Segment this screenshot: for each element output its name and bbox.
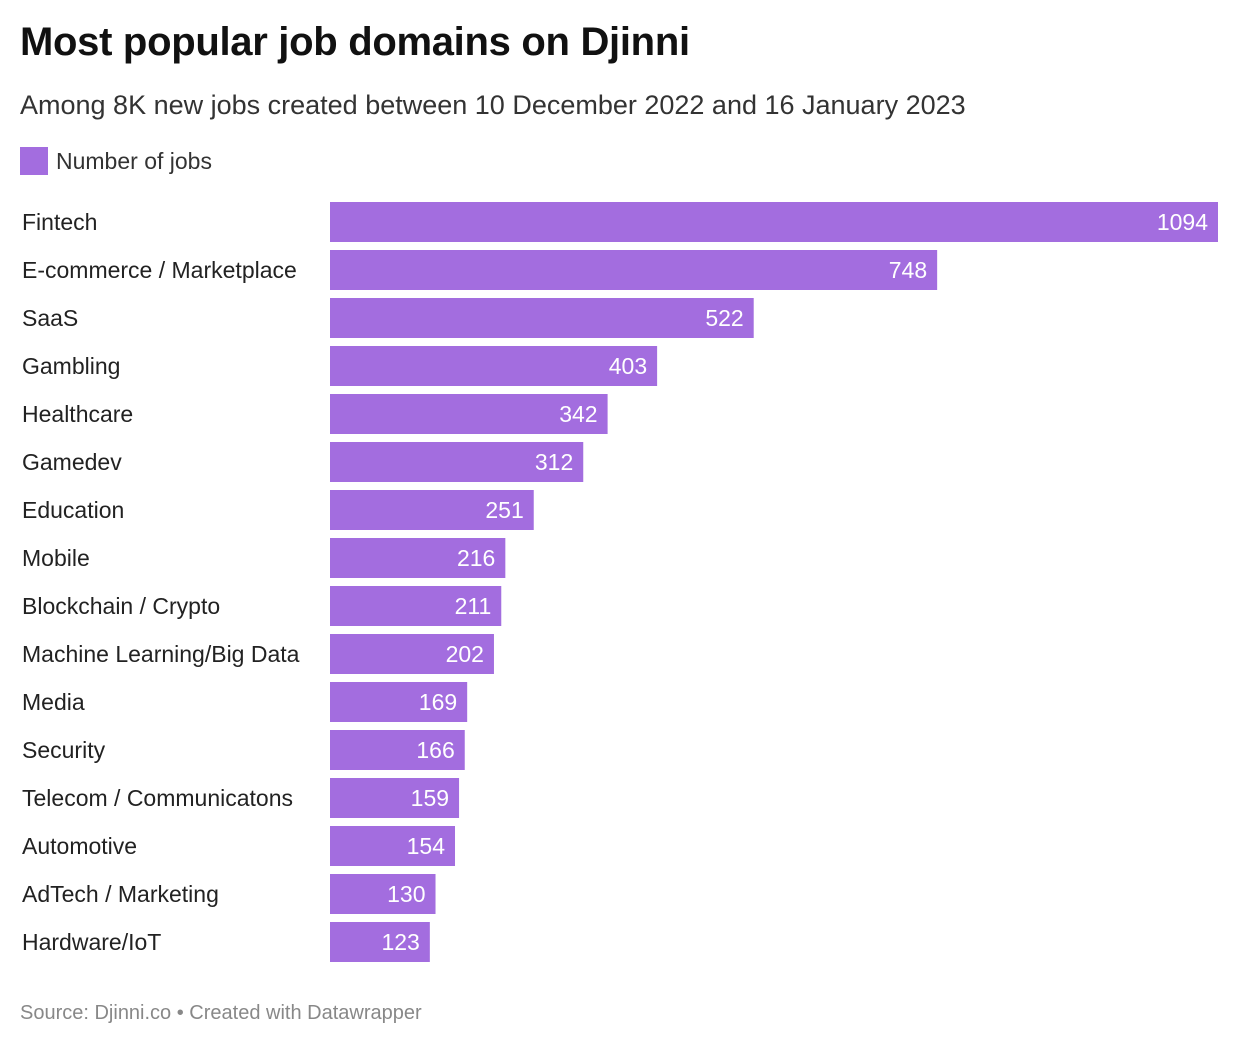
category-label: Automotive [22, 833, 137, 859]
bar-value-label: 216 [457, 545, 495, 571]
bar-value-label: 522 [705, 305, 743, 331]
bar [330, 778, 460, 818]
category-label: SaaS [22, 305, 78, 331]
legend-label: Number of jobs [56, 147, 212, 174]
bar [330, 682, 468, 722]
bar [330, 346, 658, 386]
category-label: AdTech / Marketing [22, 881, 219, 907]
bar-value-label: 169 [419, 689, 457, 715]
bar-value-label: 202 [446, 641, 484, 667]
bar [330, 586, 502, 626]
category-label: Hardware/IoT [22, 929, 161, 955]
bar [330, 874, 436, 914]
category-label: Telecom / Communicatons [22, 785, 293, 811]
bar [330, 394, 608, 434]
bar-value-label: 211 [455, 593, 492, 619]
bar-value-label: 403 [609, 353, 647, 379]
bar-value-label: 166 [416, 737, 454, 763]
bar [330, 442, 584, 482]
bar-value-label: 130 [387, 881, 425, 907]
category-label: Security [22, 737, 106, 763]
bar [330, 490, 534, 530]
category-label: E-commerce / Marketplace [22, 257, 297, 283]
chart-subtitle: Among 8K new jobs created between 10 Dec… [20, 90, 966, 120]
bar-value-label: 251 [485, 497, 523, 523]
bar-chart: Fintech 1094 E-commerce / Marketplace 748 Sa… [22, 202, 1218, 962]
category-label: Gambling [22, 353, 120, 379]
bar-value-label: 342 [559, 401, 597, 427]
bar [330, 250, 938, 290]
category-label: Healthcare [22, 401, 133, 427]
bar [330, 538, 506, 578]
bar [330, 922, 430, 962]
category-label: Fintech [22, 209, 97, 235]
bar [330, 730, 465, 770]
bar [330, 634, 494, 674]
bar-value-label: 312 [535, 449, 573, 475]
category-label: Media [22, 689, 85, 715]
category-label: Mobile [22, 545, 90, 571]
category-label: Education [22, 497, 124, 523]
bar-value-label: 123 [381, 929, 419, 955]
source-footer: Source: Djinni.co • Created with Datawra… [20, 1002, 422, 1024]
bar [330, 298, 754, 338]
category-label: Blockchain / Crypto [22, 593, 220, 619]
category-label: Gamedev [22, 449, 122, 475]
bar-value-label: 1094 [1157, 209, 1208, 235]
bar [330, 826, 456, 866]
chart-title: Most popular job domains on Djinni [20, 20, 690, 64]
legend: Number of jobs [20, 146, 212, 176]
bar-value-label: 159 [411, 785, 449, 811]
bar-value-label: 748 [889, 257, 927, 283]
category-label: Machine Learning/Big Data [22, 641, 300, 667]
legend-swatch [20, 147, 48, 175]
bar-value-label: 154 [407, 833, 446, 859]
bar [330, 202, 1218, 242]
